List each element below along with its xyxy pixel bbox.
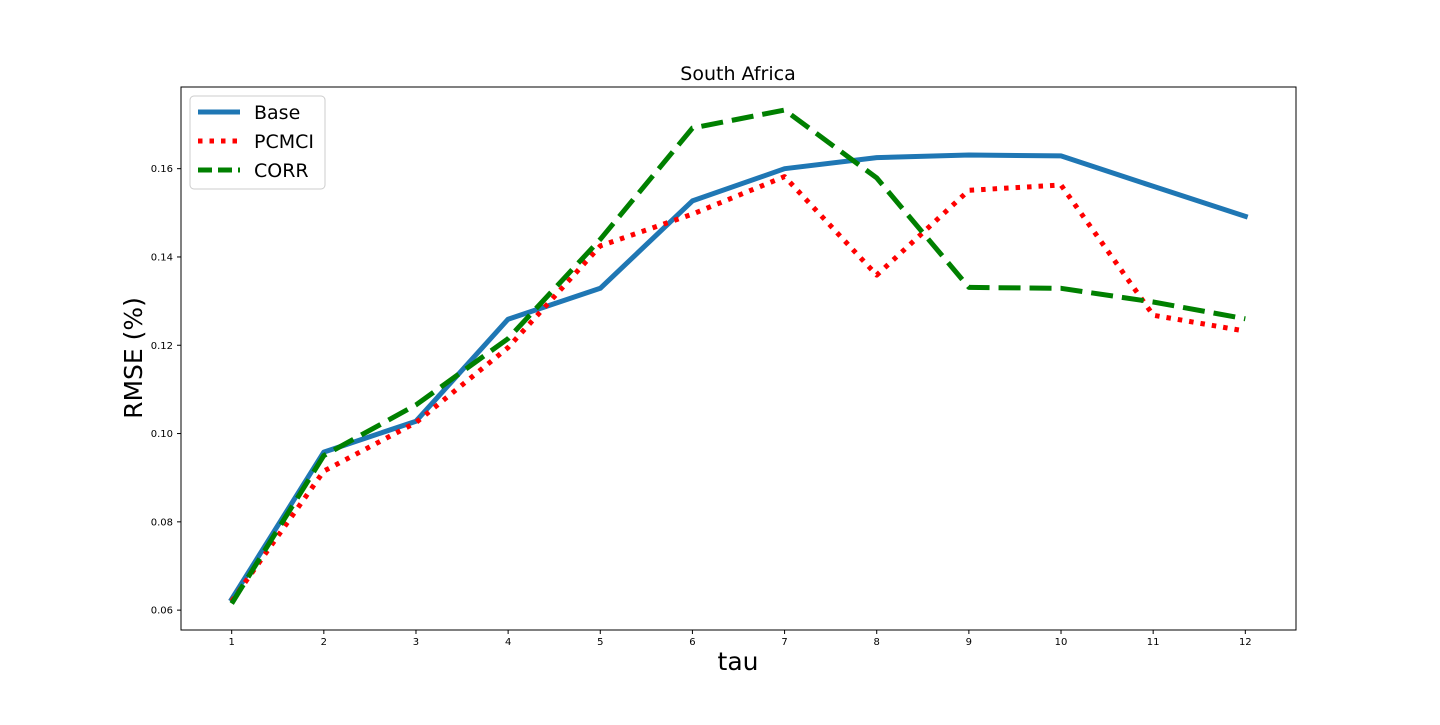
data-point-pcmci xyxy=(598,243,603,248)
x-tick-label: 9 xyxy=(966,637,972,648)
legend-label-pcmci: PCMCI xyxy=(254,131,314,153)
y-axis-label: RMSE (%) xyxy=(119,297,148,419)
series-lines xyxy=(228,107,1249,606)
data-point-base xyxy=(874,155,879,160)
data-point-corr xyxy=(1151,299,1156,304)
series-line-corr xyxy=(229,107,1246,605)
data-point-corr xyxy=(690,126,695,131)
data-point-base xyxy=(966,152,971,157)
data-point-corr xyxy=(782,107,787,112)
data-point-pcmci xyxy=(874,273,879,278)
x-tick-label: 2 xyxy=(321,637,327,648)
x-tick-label: 5 xyxy=(597,637,603,648)
x-axis-ticks: 1 2 3 4 5 6 7 8 9 10 11 12 xyxy=(228,630,1252,648)
data-point-base xyxy=(782,166,787,171)
data-point-pcmci xyxy=(321,469,326,474)
x-axis-label: tau xyxy=(718,647,759,676)
x-tick-label: 10 xyxy=(1055,637,1068,648)
x-tick-label: 6 xyxy=(689,637,695,648)
data-point-corr xyxy=(229,601,234,606)
x-tick-label: 4 xyxy=(505,637,511,648)
y-tick-label: 0.16 xyxy=(151,164,173,175)
x-tick-label: 1 xyxy=(228,637,234,648)
data-point-corr xyxy=(598,237,603,242)
data-point-base xyxy=(598,286,603,291)
data-point-corr xyxy=(506,336,511,341)
legend-label-corr: CORR xyxy=(254,160,309,182)
data-point-base xyxy=(690,198,695,203)
y-tick-label: 0.10 xyxy=(151,429,173,440)
data-point-base xyxy=(506,317,511,322)
data-point-base xyxy=(1243,214,1248,219)
data-point-pcmci xyxy=(782,174,787,179)
data-point-pcmci xyxy=(966,188,971,193)
data-point-corr xyxy=(966,285,971,290)
legend: Base PCMCI CORR xyxy=(189,95,326,190)
data-point-corr xyxy=(874,175,879,180)
legend-box xyxy=(189,95,326,190)
data-point-base xyxy=(1151,184,1156,189)
data-point-corr xyxy=(321,453,326,458)
x-tick-label: 11 xyxy=(1147,637,1160,648)
data-point-pcmci xyxy=(1059,183,1064,188)
plot-frame xyxy=(180,86,1297,631)
y-tick-label: 0.08 xyxy=(151,517,173,528)
series-line-pcmci xyxy=(229,174,1246,603)
x-tick-label: 7 xyxy=(781,637,787,648)
data-point-pcmci xyxy=(690,212,695,217)
data-point-pcmci xyxy=(506,345,511,350)
data-point-corr xyxy=(413,402,418,407)
data-point-pcmci xyxy=(1243,329,1248,334)
legend-label-base: Base xyxy=(254,102,300,124)
chart-title: South Africa xyxy=(680,63,795,85)
data-point-corr xyxy=(1243,316,1248,321)
data-point-base xyxy=(1059,153,1064,158)
data-point-corr xyxy=(1059,286,1064,291)
y-tick-label: 0.06 xyxy=(151,606,173,617)
y-tick-label: 0.12 xyxy=(151,341,173,352)
x-tick-label: 12 xyxy=(1239,637,1252,648)
y-tick-label: 0.14 xyxy=(151,252,173,263)
y-axis-ticks: 0.06 0.08 0.10 0.12 0.14 0.16 xyxy=(151,164,181,617)
data-point-pcmci xyxy=(413,420,418,425)
data-point-pcmci xyxy=(1151,313,1156,318)
x-tick-label: 8 xyxy=(874,637,880,648)
x-tick-label: 3 xyxy=(413,637,419,648)
series-line-base xyxy=(228,152,1249,603)
